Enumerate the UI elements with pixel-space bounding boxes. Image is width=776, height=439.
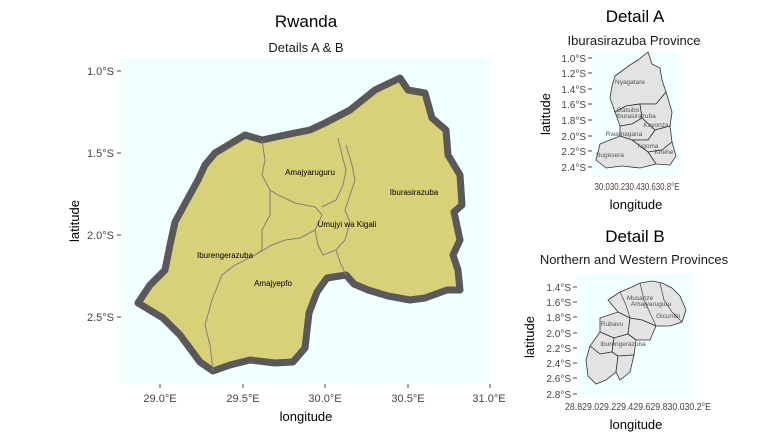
detail-a-subtitle: Iburasirazuba Province bbox=[568, 33, 701, 48]
district-label-gatsibo: Gatsibo bbox=[617, 107, 640, 114]
main-y-tick: 1.0°S bbox=[87, 66, 114, 78]
district-label-nyagatare: Nyagatare bbox=[615, 79, 645, 86]
district-label-kirehe: Kirehe bbox=[655, 149, 674, 156]
detail-a-x-ticks: 30.030.230.430.630.8°E bbox=[595, 182, 680, 193]
district-label-iburasirazuba: Iburasirazuba bbox=[616, 113, 656, 120]
detail-b-y-tick: 2.2°S bbox=[546, 344, 571, 355]
detail-b-labels: Iburengerazuba Amajyaruguru Rubavu Musan… bbox=[600, 295, 680, 348]
main-y-axis-label: latitude bbox=[67, 200, 82, 242]
rwanda-outline bbox=[134, 74, 466, 375]
detail-b-y-tick: 2.6°S bbox=[546, 374, 571, 385]
detail-b-y-tick: 1.4°S bbox=[546, 283, 571, 294]
main-y-tick: 1.5°S bbox=[87, 148, 114, 160]
detail-a-map: Detail A Iburasirazuba Province Nyagatar… bbox=[538, 7, 700, 212]
district-label-bugesera: Bugesera bbox=[596, 152, 624, 159]
detail-b-map: Detail B Northern and Western Provinces … bbox=[522, 227, 729, 432]
detail-a-labels: Nyagatare Gatsibo Iburasirazuba Kayonza … bbox=[596, 79, 674, 159]
detail-a-y-tick: 1.8°S bbox=[561, 116, 586, 127]
detail-a-y-axis: 1.0°S 1.2°S 1.4°S 1.6°S 1.8°S 2.0°S 2.2°… bbox=[561, 54, 592, 174]
detail-b-title: Detail B bbox=[605, 227, 665, 246]
district-label-gicumbi: Gicumbi bbox=[656, 313, 680, 320]
main-x-tick: 29.0°E bbox=[143, 393, 176, 405]
detail-b-x-ticks: 28.829.029.229.429.629.830.030.2°E bbox=[565, 402, 711, 413]
detail-b-y-tick: 2.4°S bbox=[546, 359, 571, 370]
main-x-tick: 31.0°E bbox=[472, 393, 505, 405]
main-map: Rwanda Details A & B Amajyaruguru Iburas… bbox=[67, 12, 506, 424]
detail-a-title: Detail A bbox=[606, 7, 665, 26]
detail-b-y-tick: 2.8°S bbox=[546, 390, 571, 401]
region-label-umujyi-wa-kigali: Umujyi wa Kigali bbox=[318, 220, 377, 229]
district-label-kayonza: Kayonza bbox=[643, 122, 669, 129]
province-boundaries bbox=[204, 137, 356, 372]
detail-a-y-tick: 1.0°S bbox=[561, 54, 586, 65]
detail-b-y-tick: 1.6°S bbox=[546, 298, 571, 309]
district-label-musanze: Musanze bbox=[627, 295, 654, 302]
detail-a-y-tick: 1.4°S bbox=[561, 85, 586, 96]
detail-b-internal-lines bbox=[619, 282, 683, 327]
detail-a-y-tick: 1.6°S bbox=[561, 100, 586, 111]
main-x-axis: 29.0°E 29.5°E 30.0°E 30.5°E 31.0°E bbox=[143, 384, 506, 405]
main-map-subtitle: Details A & B bbox=[268, 40, 343, 55]
detail-b-y-tick: 1.8°S bbox=[546, 313, 571, 324]
detail-a-y-tick: 1.2°S bbox=[561, 69, 586, 80]
main-y-axis: 1.0°S 1.5°S 2.0°S 2.5°S bbox=[87, 66, 121, 324]
detail-a-y-axis-label: latitude bbox=[538, 93, 553, 135]
district-label-iburengerazuba: Iburengerazuba bbox=[600, 341, 646, 348]
region-label-iburengerazuba: Iburengerazuba bbox=[197, 251, 254, 260]
detail-a-districts bbox=[595, 51, 677, 169]
detail-b-districts bbox=[585, 280, 687, 385]
detail-a-y-tick: 2.2°S bbox=[561, 147, 586, 158]
district-label-rubavu: Rubavu bbox=[601, 321, 624, 328]
detail-b-subtitle: Northern and Western Provinces bbox=[540, 252, 729, 267]
district-label-amajyaruguru: Amajyaruguru bbox=[631, 301, 672, 308]
detail-b-y-axis: 1.4°S 1.6°S 1.8°S 2.0°S 2.2°S 2.4°S 2.6°… bbox=[546, 283, 577, 401]
main-x-axis-label: longitude bbox=[280, 409, 333, 424]
region-label-iburasirazuba: Iburasirazuba bbox=[390, 188, 439, 197]
district-label-rwamagana: Rwamagana bbox=[606, 131, 643, 138]
main-map-title: Rwanda bbox=[275, 12, 338, 31]
region-label-amajyaruguru: Amajyaruguru bbox=[285, 168, 335, 177]
detail-b-x-axis-label: longitude bbox=[610, 417, 663, 432]
region-label-amajyepfo: Amajyepfo bbox=[254, 279, 292, 288]
detail-b-y-tick: 2.0°S bbox=[546, 329, 571, 340]
district-label-ngoma: Ngoma bbox=[638, 143, 659, 150]
main-x-tick: 30.5°E bbox=[391, 393, 424, 405]
detail-a-x-axis-label: longitude bbox=[610, 197, 663, 212]
detail-b-y-axis-label: latitude bbox=[522, 316, 537, 358]
detail-a-y-tick: 2.4°S bbox=[561, 163, 586, 174]
main-y-tick: 2.5°S bbox=[87, 312, 114, 324]
main-x-tick: 29.5°E bbox=[226, 393, 259, 405]
main-x-tick: 30.0°E bbox=[308, 393, 341, 405]
detail-a-y-tick: 2.0°S bbox=[561, 132, 586, 143]
main-y-tick: 2.0°S bbox=[87, 230, 114, 242]
